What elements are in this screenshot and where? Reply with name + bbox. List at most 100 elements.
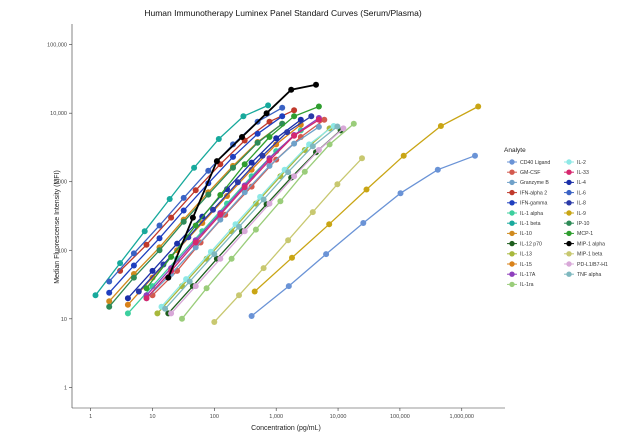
data-point-il-1ra xyxy=(179,315,185,322)
x-tick-label: 1,000 xyxy=(269,414,283,420)
chart-title: Human Immunotherapy Luminex Panel Standa… xyxy=(144,8,421,18)
legend-key-marker xyxy=(509,281,515,288)
legend-item-ifn-alpha-2: IFN-alpha 2 xyxy=(507,189,547,196)
legend-key-marker xyxy=(566,230,572,237)
legend-item-pd-l1-b7-h1: PD-L1/B7-H1 xyxy=(564,261,608,268)
series-line-il-1ra xyxy=(181,123,355,320)
data-point-il-1ra xyxy=(203,285,210,292)
legend-item-mip-1-alpha: MIP-1 alpha xyxy=(564,240,605,247)
data-point-mcp-1 xyxy=(241,161,248,168)
data-point-il-1ra xyxy=(228,255,235,262)
data-point-mcp-1 xyxy=(291,113,298,120)
data-point-il-8 xyxy=(308,113,315,120)
data-point-il-9 xyxy=(400,152,407,159)
legend-label: IL-1ra xyxy=(520,282,534,288)
legend-item-gm-csf: GM-CSF xyxy=(507,169,540,176)
legend-label: MIP-1 alpha xyxy=(577,241,605,247)
legend-key-marker xyxy=(509,200,515,206)
legend-label: IL-33 xyxy=(577,170,589,176)
data-point-mcp-1 xyxy=(217,192,224,198)
data-point-cd40-ligand xyxy=(248,313,255,319)
data-point-il-33 xyxy=(291,132,298,139)
series-line-mcp-1 xyxy=(145,105,320,289)
legend-label: IL-15 xyxy=(520,262,532,268)
legend-key-marker xyxy=(566,251,572,257)
legend-item-ip-10: IP-10 xyxy=(564,220,590,227)
x-tick-label: 100 xyxy=(210,414,219,420)
x-tick-label: 100,000 xyxy=(390,414,410,420)
legend-item-il-10: IL-10 xyxy=(507,230,532,237)
x-tick-label: 10,000 xyxy=(330,414,347,420)
data-point-granzyme-b xyxy=(266,162,273,169)
data-point-il-8 xyxy=(160,261,167,268)
data-point-granzyme-b xyxy=(192,244,199,251)
data-point-pd-l1-b7-h1 xyxy=(291,173,298,180)
legend-label: IL-1 alpha xyxy=(520,211,543,217)
data-point-pd-l1-b7-h1 xyxy=(266,200,273,207)
data-point-il-4 xyxy=(248,159,255,166)
x-tick-label: 1,000,000 xyxy=(450,414,474,420)
y-tick-label: 10 xyxy=(61,317,67,323)
data-point-il-6 xyxy=(106,278,113,285)
legend-item-il-17a: IL-17A xyxy=(507,271,536,278)
data-point-ifn-alpha-2 xyxy=(266,118,273,125)
data-point-il-33 xyxy=(192,239,199,246)
legend-key-marker xyxy=(509,159,515,165)
data-point-pd-l1-b7-h1 xyxy=(192,283,199,290)
data-point-il-1-beta xyxy=(166,196,173,202)
data-point-il-13 xyxy=(154,310,161,317)
data-point-ifn-alpha-2 xyxy=(117,267,124,274)
series-line-cd40-ligand xyxy=(251,155,476,317)
legend-label: IFN-gamma xyxy=(520,201,547,207)
series-pd-l1-b7-h1 xyxy=(168,125,347,317)
data-point-il-1-beta xyxy=(215,136,222,142)
data-point-gm-csf xyxy=(248,183,255,190)
legend-key-marker xyxy=(566,159,572,165)
data-point-il-8 xyxy=(234,179,241,186)
legend-label: IL-13 xyxy=(520,252,532,258)
legend-label: IL-10 xyxy=(520,231,532,237)
data-point-il-1-beta xyxy=(240,113,247,120)
legend-key-marker xyxy=(566,271,572,277)
data-point-il-4 xyxy=(273,135,280,142)
data-point-ifn-gamma xyxy=(106,289,113,296)
legend-label: IL-17A xyxy=(520,272,536,278)
data-point-il-33 xyxy=(241,184,248,191)
data-point-ip-10 xyxy=(230,164,236,171)
data-point-il-1ra xyxy=(277,198,284,205)
data-point-tnf-alpha xyxy=(162,305,169,312)
data-point-il-15 xyxy=(297,121,304,128)
data-point-ifn-gamma xyxy=(156,235,163,242)
legend-key-marker xyxy=(509,240,515,247)
data-point-pd-l1-b7-h1 xyxy=(241,228,248,235)
series-line-ifn-gamma xyxy=(108,115,283,294)
data-point-ip-10 xyxy=(130,274,137,281)
data-point-il-15 xyxy=(199,220,206,226)
axes: 1 10 100 1,000 10,000 100,000 1,000,000 1 10 100 1… xyxy=(47,24,505,420)
data-point-ifn-alpha-2 xyxy=(291,107,298,114)
data-point-ifn-gamma xyxy=(180,207,187,214)
data-point-tnf-alpha xyxy=(211,251,218,258)
series-line-pd-l1-b7-h1 xyxy=(170,127,344,314)
legend-key-marker xyxy=(566,261,572,267)
y-tick-label: 1,000 xyxy=(53,180,67,186)
legend-label: CD40 Ligand xyxy=(520,160,550,166)
series-line-il-33 xyxy=(146,119,320,299)
legend-item-tnf-alpha: TNF alpha xyxy=(564,271,601,278)
data-point-ifn-alpha-2 xyxy=(143,241,150,248)
legend-key-marker xyxy=(509,230,515,237)
legend-label: MCP-1 xyxy=(577,231,593,237)
data-point-ifn-gamma xyxy=(230,153,236,160)
legend-label: MIP-1 beta xyxy=(577,252,602,258)
data-point-granzyme-b xyxy=(315,123,322,130)
series-il-8 xyxy=(135,113,315,295)
legend-key-marker xyxy=(509,261,515,267)
data-point-mip-1-alpha xyxy=(313,81,319,88)
legend-key-marker xyxy=(509,210,515,216)
legend-key-marker xyxy=(566,179,572,186)
data-point-il-8 xyxy=(210,206,216,213)
data-point-gm-csf xyxy=(321,116,328,123)
data-point-ip-10 xyxy=(106,303,113,310)
series-line-il-2 xyxy=(161,125,335,308)
data-point-cd40-ligand xyxy=(434,166,441,173)
